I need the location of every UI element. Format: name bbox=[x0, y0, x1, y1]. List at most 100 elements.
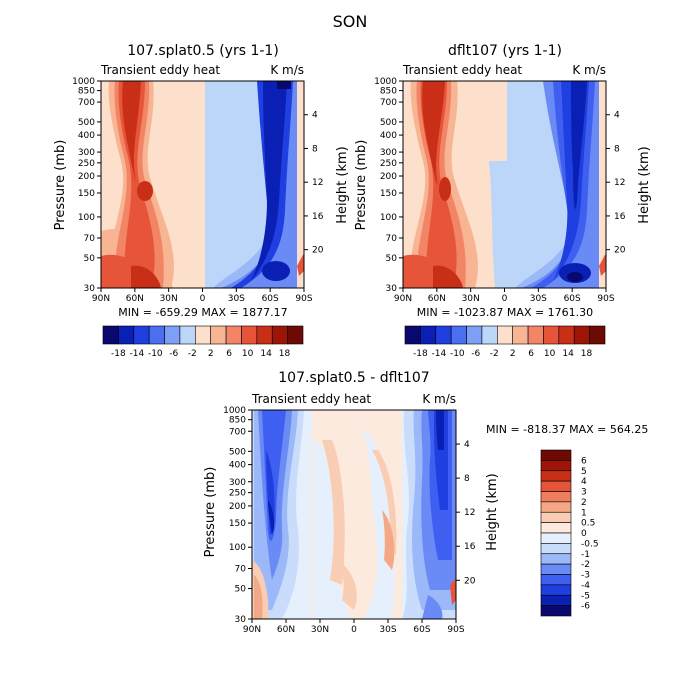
panel-1-colorbar-cells bbox=[102, 325, 304, 345]
panel-2-xtick-label: 0 bbox=[502, 294, 508, 304]
panel-1-xtick-label: 30N bbox=[160, 294, 178, 304]
panel-2-height-tick-label: 20 bbox=[614, 246, 626, 256]
panel-3-ylabel: Pressure (mb) bbox=[203, 467, 218, 558]
panel-1-ytick-label: 150 bbox=[78, 189, 95, 199]
panel-1-colorbar-label: 14 bbox=[260, 349, 272, 359]
panel-3-ytick-label: 200 bbox=[229, 502, 246, 512]
panel-1-ytick-label: 200 bbox=[78, 172, 95, 182]
panel-2-ytick-label: 700 bbox=[380, 98, 397, 108]
panel-3-colorbar-cell bbox=[540, 480, 572, 492]
panel-2-colorbar-cell bbox=[512, 325, 529, 345]
panel-1-colorbar-label: -2 bbox=[188, 349, 197, 359]
panel-1-colorbar-label: 2 bbox=[208, 349, 214, 359]
panel-3-colorbar-label: 4 bbox=[581, 477, 587, 487]
panel-3-colorbar-cell bbox=[540, 543, 572, 555]
panel-1-xtick-label: 60S bbox=[262, 294, 279, 304]
panel-1-ytick-label: 500 bbox=[78, 118, 95, 128]
panel-2-ytick-label: 150 bbox=[380, 189, 397, 199]
panel-3-colorbar-cell bbox=[540, 605, 572, 617]
panel-1-colorbar-cell bbox=[102, 325, 119, 345]
panel-3-colorbar-label: -5 bbox=[581, 591, 590, 601]
panel-2-xtick-label: 30S bbox=[530, 294, 547, 304]
panel-2-colorbar-cell bbox=[543, 325, 560, 345]
panel-2-ytick-label: 50 bbox=[386, 254, 398, 264]
panel-2-colorbar-cell bbox=[558, 325, 575, 345]
panel-2-height-tick-label: 16 bbox=[614, 212, 626, 222]
panel-1-height-tick-label: 20 bbox=[312, 246, 324, 256]
season-title: SON bbox=[333, 12, 368, 31]
panel-3-right-label: K m/s bbox=[422, 392, 456, 406]
panel-3-colorbar-label: 0.5 bbox=[581, 519, 595, 529]
panel-3-xtick-label: 90N bbox=[243, 625, 261, 635]
panel-1-height-tick-label: 4 bbox=[312, 111, 318, 121]
panel-3: 107.splat0.5 - dflt107 Transient eddy he… bbox=[203, 370, 648, 635]
panel-2-height-tick-label: 8 bbox=[614, 144, 620, 154]
panel-3-xtick-label: 30S bbox=[379, 625, 396, 635]
panel-3-ytick-label: 850 bbox=[229, 416, 246, 426]
panel-1-ytick-label: 100 bbox=[78, 213, 95, 223]
panel-2-ylabel: Pressure (mb) bbox=[354, 140, 369, 231]
panel-2-colorbar-cell bbox=[420, 325, 437, 345]
panel-2-colorbar-cell bbox=[589, 325, 606, 345]
panel-3-colorbar-cells bbox=[540, 449, 572, 617]
panel-3-colorbar-label: -2 bbox=[581, 560, 590, 570]
panel-2-ytick-label: 400 bbox=[380, 131, 397, 141]
panel-1-ytick-label: 300 bbox=[78, 148, 95, 158]
panel-2-xtick-label: 90S bbox=[597, 294, 614, 304]
panel-1-ytick-label: 1000 bbox=[72, 77, 95, 87]
panel-3-ytick-label: 1000 bbox=[223, 406, 246, 416]
panel-2-height-tick-label: 4 bbox=[614, 111, 620, 121]
panel-3-colorbar-label: 5 bbox=[581, 467, 587, 477]
panel-1-colorbar-cell bbox=[118, 325, 135, 345]
panel-3-ytick-label: 400 bbox=[229, 461, 246, 471]
panel-1-colorbar-label: 18 bbox=[279, 349, 291, 359]
panel-2-ytick-label: 300 bbox=[380, 148, 397, 158]
panel-1-xtick-label: 90S bbox=[295, 294, 312, 304]
panel-1-colorbar-cell bbox=[195, 325, 211, 345]
panel-1-colorbar-cell bbox=[133, 325, 150, 345]
panel-1-ytick-label: 50 bbox=[84, 254, 96, 264]
panel-2-colorbar-label: 14 bbox=[562, 349, 574, 359]
panel-2-colorbar-cell bbox=[481, 325, 498, 345]
panel-3-colorbar-cell bbox=[540, 491, 572, 503]
panel-1-left-label: Transient eddy heat bbox=[100, 63, 220, 77]
panel-3-ytick-label: 50 bbox=[235, 585, 247, 595]
panel-3-ytick-label: 500 bbox=[229, 447, 246, 457]
panel-2-colorbar-cell bbox=[573, 325, 590, 345]
panel-2-colorbar: -18 -14 -10 -6 -2 2 6 10 14 18 bbox=[404, 325, 606, 359]
panel-1-ylabel-right: Height (km) bbox=[335, 146, 350, 223]
panel-3-xtick-label: 60S bbox=[413, 625, 430, 635]
panel-2-colorbar-cells bbox=[404, 325, 606, 345]
panel-3-colorbar-cell bbox=[540, 449, 572, 461]
panel-3-colorbar-label: -1 bbox=[581, 550, 590, 560]
panel-2-left-label: Transient eddy heat bbox=[402, 63, 522, 77]
panel-3-xtick-label: 90S bbox=[447, 625, 464, 635]
panel-2-stats: MIN = -1023.87 MAX = 1761.30 bbox=[417, 306, 593, 319]
panel-2-xtick-label: 90N bbox=[394, 294, 412, 304]
panel-1-height-tick-label: 12 bbox=[312, 178, 323, 188]
panel-1-title: 107.splat0.5 (yrs 1-1) bbox=[127, 43, 279, 59]
panel-2-ytick-label: 850 bbox=[380, 87, 397, 97]
panel-1-height-tick-label: 16 bbox=[312, 212, 324, 222]
panel-3-ytick-label: 250 bbox=[229, 489, 246, 499]
panel-3-ytick-label: 100 bbox=[229, 543, 246, 553]
panel-1-ytick-label: 30 bbox=[84, 284, 96, 294]
panel-1-colorbar-label: -14 bbox=[129, 349, 144, 359]
panel-3-title: 107.splat0.5 - dflt107 bbox=[278, 370, 429, 386]
panel-3-xtick-label: 0 bbox=[351, 625, 357, 635]
panel-3-colorbar-cell bbox=[540, 574, 572, 586]
panel-3-ticks: 305070100150200250300400500700850100090N… bbox=[223, 406, 476, 635]
panel-3-xtick-label: 60N bbox=[277, 625, 295, 635]
panel-3-colorbar-cell bbox=[540, 532, 572, 544]
panel-1-height-tick-label: 8 bbox=[312, 144, 318, 154]
panel-3-colorbar-cell bbox=[540, 460, 572, 472]
panel-2-title: dflt107 (yrs 1-1) bbox=[448, 43, 562, 59]
panel-2-colorbar-label: -6 bbox=[471, 349, 480, 359]
panel-2-colorbar-label: 10 bbox=[544, 349, 556, 359]
panel-2-colorbar-cell bbox=[497, 325, 513, 345]
panel-3-ytick-label: 30 bbox=[235, 615, 247, 625]
panel-3-ylabel-right: Height (km) bbox=[485, 473, 500, 550]
panel-2-xtick-label: 30N bbox=[462, 294, 480, 304]
